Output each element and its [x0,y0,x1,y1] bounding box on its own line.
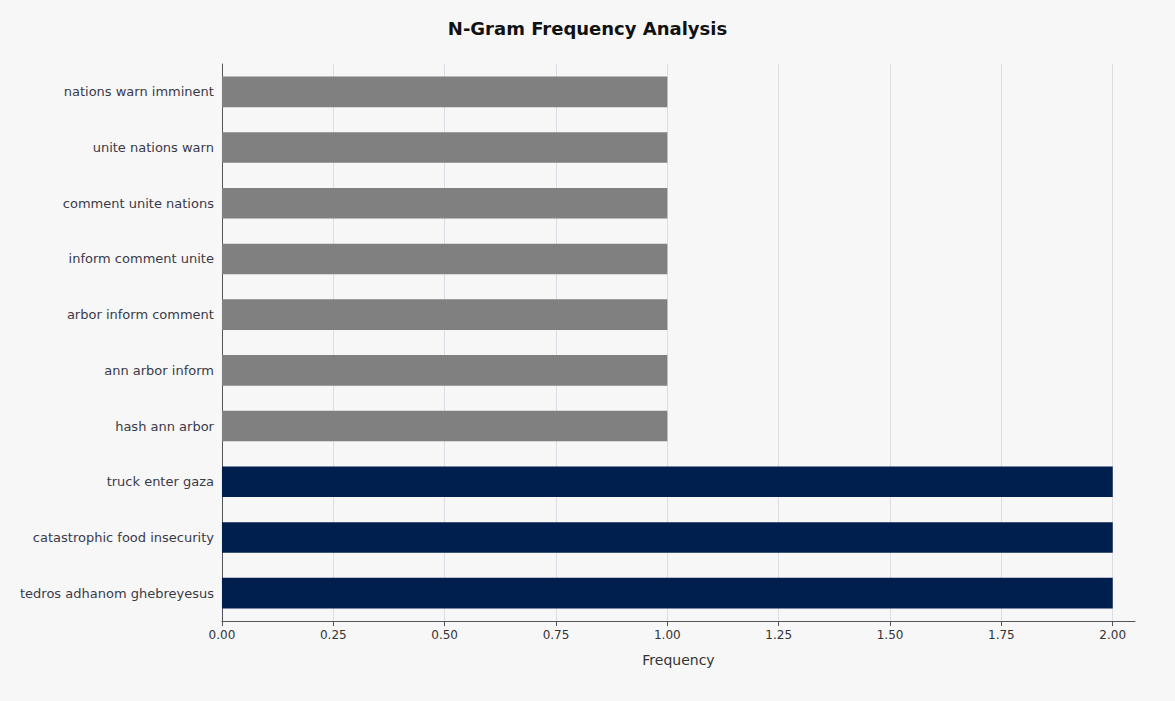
svg-text:arbor inform comment: arbor inform comment [67,307,214,322]
svg-text:0.75: 0.75 [543,628,570,642]
svg-text:truck enter gaza: truck enter gaza [107,474,214,489]
svg-text:2.00: 2.00 [1099,628,1126,642]
svg-text:1.25: 1.25 [765,628,792,642]
svg-text:Frequency: Frequency [642,652,714,668]
svg-text:nations warn imminent: nations warn imminent [64,84,214,99]
svg-text:hash ann arbor: hash ann arbor [115,419,214,434]
svg-text:0.25: 0.25 [320,628,347,642]
svg-text:0.50: 0.50 [431,628,458,642]
svg-text:tedros adhanom ghebreyesus: tedros adhanom ghebreyesus [20,586,214,601]
svg-text:1.50: 1.50 [877,628,904,642]
svg-text:inform comment unite: inform comment unite [69,251,214,266]
svg-text:1.00: 1.00 [654,628,681,642]
svg-text:N-Gram Frequency Analysis: N-Gram Frequency Analysis [448,18,727,39]
svg-text:unite nations warn: unite nations warn [93,140,214,155]
svg-text:1.75: 1.75 [988,628,1015,642]
svg-text:0.00: 0.00 [209,628,236,642]
svg-text:ann arbor inform: ann arbor inform [104,363,214,378]
svg-text:catastrophic food insecurity: catastrophic food insecurity [33,530,214,545]
svg-text:comment unite nations: comment unite nations [63,196,214,211]
